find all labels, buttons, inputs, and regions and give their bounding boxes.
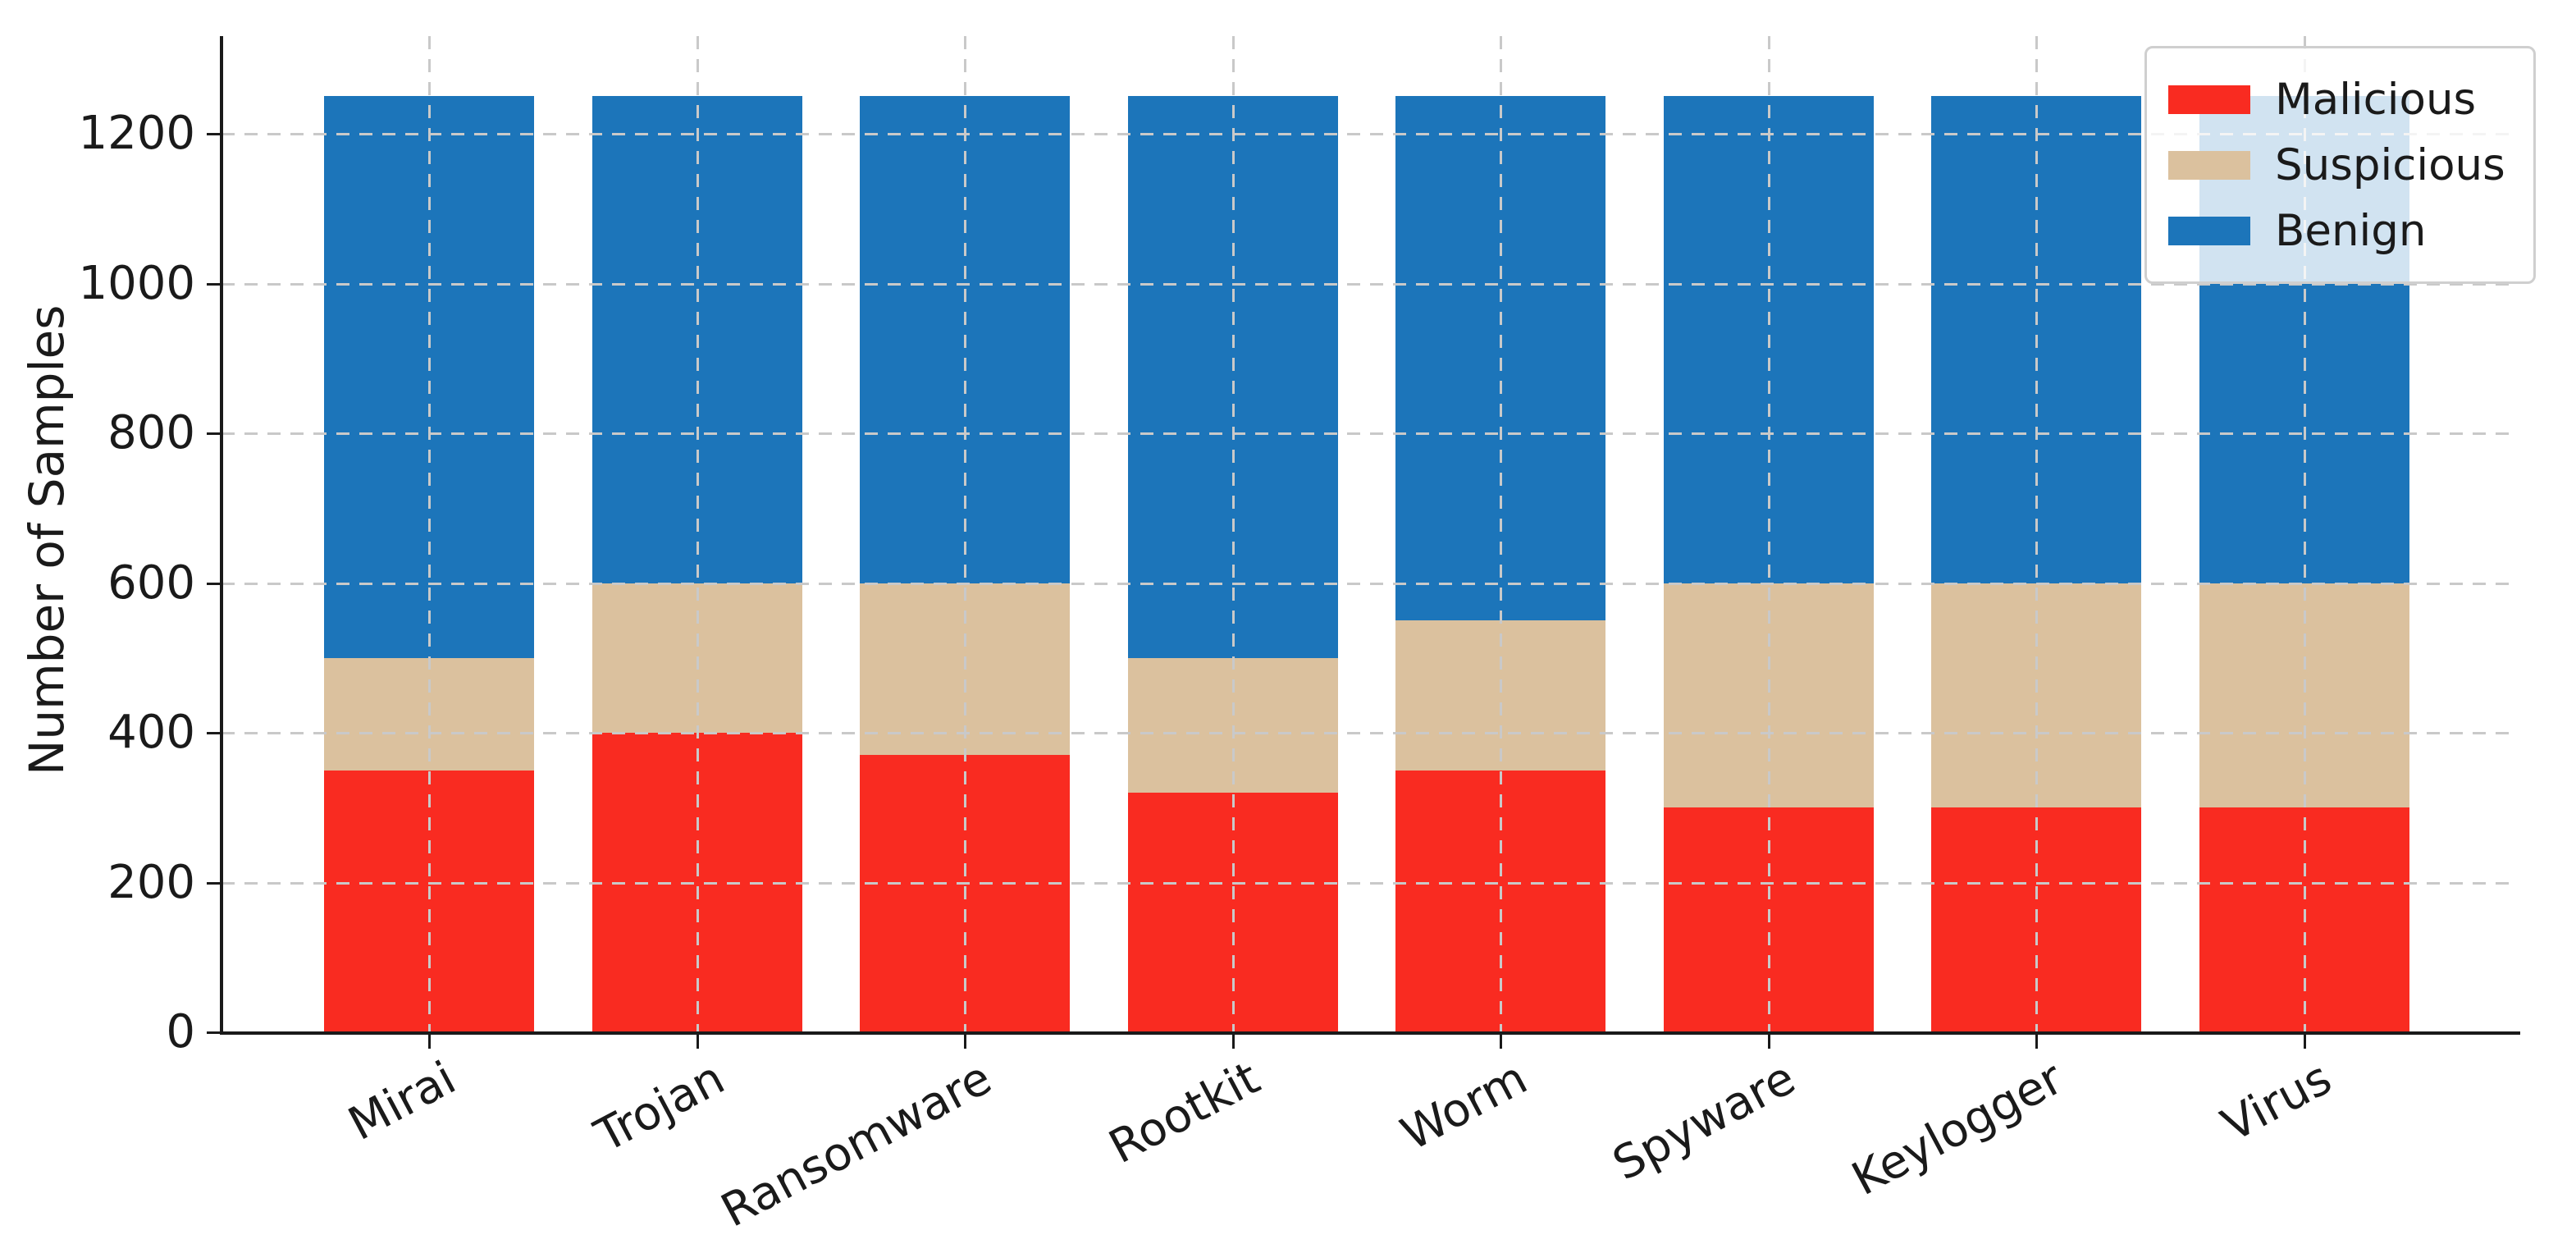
gridline-y-1000 (222, 282, 2519, 286)
x-tick-label-spyware: Spyware (1605, 1051, 1805, 1191)
legend: Malicious Suspicious Benign (2144, 46, 2536, 284)
gridline-y-200 (222, 881, 2519, 885)
x-tick-label-rootkit: Rootkit (1100, 1051, 1269, 1175)
y-tick-label-800: 800 (107, 406, 195, 460)
x-tick-mirai (428, 1034, 431, 1049)
gridline-y-800 (222, 432, 2519, 435)
y-tick-0 (207, 1031, 222, 1034)
y-axis-title: Number of Samples (19, 304, 75, 775)
y-tick-200 (207, 881, 222, 885)
y-tick-600 (207, 582, 222, 585)
x-tick-label-keylogger: Keylogger (1843, 1051, 2072, 1207)
gridline-y-1200 (222, 133, 2519, 135)
y-tick-label-1200: 1200 (78, 107, 195, 160)
y-tick-label-200: 200 (107, 855, 195, 909)
x-tick-rootkit (1232, 1034, 1235, 1049)
gridline-x-mirai (428, 36, 431, 1032)
x-tick-label-mirai: Mirai (340, 1051, 465, 1151)
legend-label-suspicious: Suspicious (2275, 139, 2505, 190)
x-tick-ransomware (964, 1034, 966, 1049)
gridline-x-worm (1500, 36, 1502, 1032)
x-tick-label-worm: Worm (1392, 1051, 1537, 1162)
gridline-x-rootkit (1232, 36, 1235, 1032)
gridline-x-ransomware (964, 36, 966, 1032)
x-axis-spine (220, 1031, 2520, 1035)
x-tick-label-trojan: Trojan (586, 1051, 733, 1164)
gridline-x-virus (2304, 36, 2306, 1032)
legend-swatch-malicious (2168, 85, 2250, 114)
legend-item-malicious: Malicious (2168, 66, 2505, 132)
legend-swatch-benign (2168, 216, 2250, 245)
x-tick-worm (1500, 1034, 1502, 1049)
x-tick-spyware (1768, 1034, 1770, 1049)
gridline-y-400 (222, 732, 2519, 734)
legend-label-benign: Benign (2275, 205, 2427, 256)
y-tick-1200 (207, 133, 222, 135)
y-tick-400 (207, 732, 222, 734)
x-tick-trojan (697, 1034, 699, 1049)
y-tick-label-1000: 1000 (78, 256, 195, 310)
y-tick-800 (207, 432, 222, 435)
x-tick-virus (2304, 1034, 2306, 1049)
legend-swatch-suspicious (2168, 150, 2250, 180)
gridline-x-trojan (697, 36, 699, 1032)
gridline-x-spyware (1768, 36, 1770, 1032)
y-tick-label-600: 600 (107, 556, 195, 610)
y-tick-label-0: 0 (166, 1005, 195, 1059)
legend-item-suspicious: Suspicious (2168, 132, 2505, 198)
legend-label-malicious: Malicious (2275, 74, 2477, 125)
gridline-y-600 (222, 582, 2519, 585)
y-tick-label-400: 400 (107, 706, 195, 759)
legend-item-benign: Benign (2168, 198, 2505, 263)
x-tick-label-virus: Virus (2213, 1051, 2341, 1153)
x-tick-keylogger (2035, 1034, 2038, 1049)
gridline-x-keylogger (2035, 36, 2038, 1032)
y-axis-spine (220, 36, 223, 1034)
y-tick-1000 (207, 282, 222, 286)
x-tick-label-ransomware: Ransomware (713, 1051, 1001, 1238)
